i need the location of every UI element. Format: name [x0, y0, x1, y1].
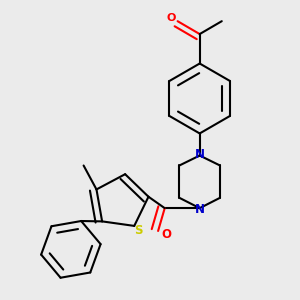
Text: S: S: [134, 224, 142, 237]
Text: N: N: [195, 148, 205, 160]
Text: O: O: [166, 13, 176, 23]
Text: N: N: [195, 203, 205, 216]
Text: O: O: [161, 228, 171, 241]
